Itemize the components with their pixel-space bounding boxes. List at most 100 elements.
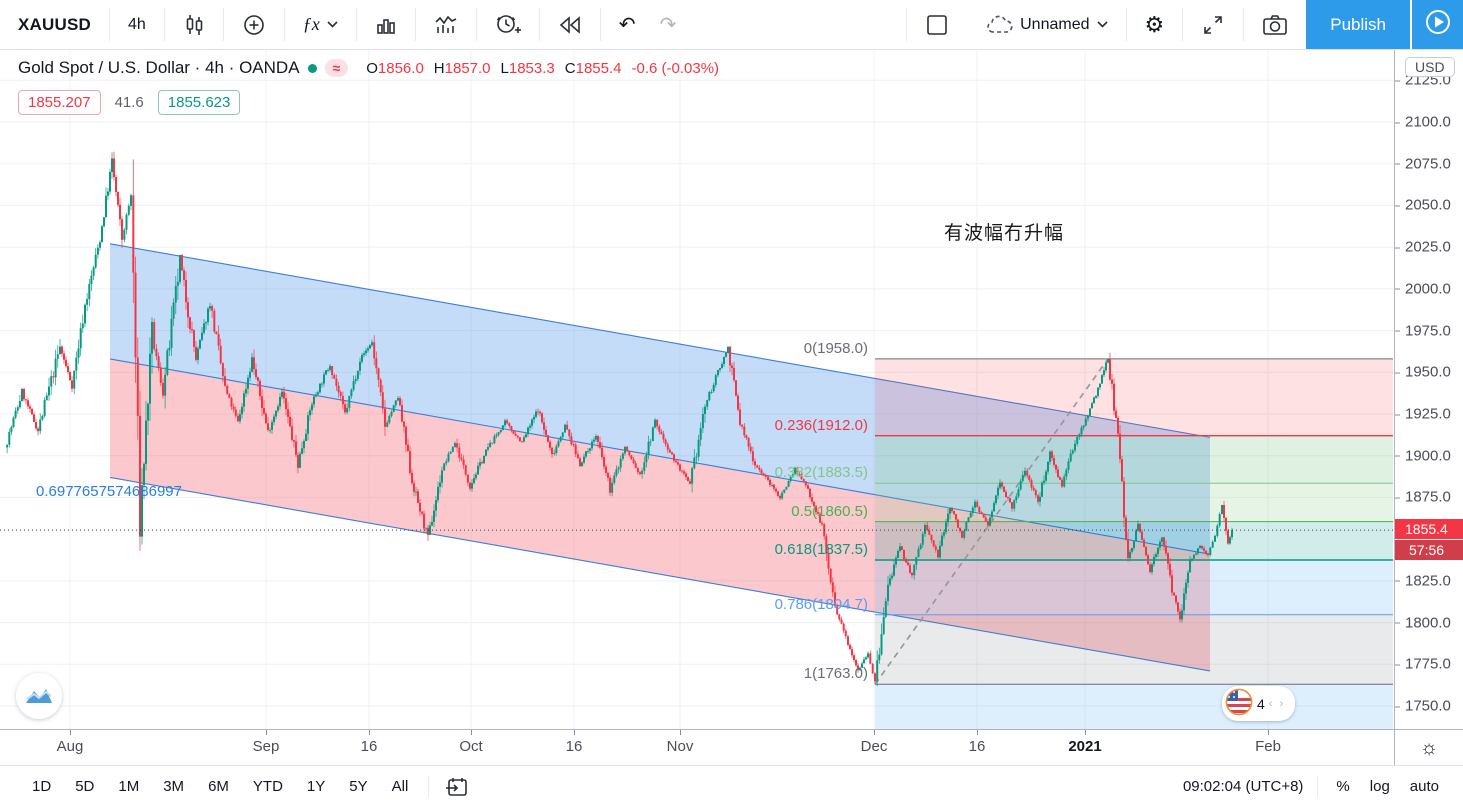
layout-select-button[interactable]: [917, 9, 957, 41]
fib-band[interactable]: [875, 614, 1393, 685]
indicators-button[interactable]: ƒx: [295, 10, 346, 39]
interval-button[interactable]: 4h: [128, 15, 146, 33]
price-tick-label: 1800.0: [1395, 614, 1463, 631]
cloud-icon: [985, 15, 1015, 35]
settings-button[interactable]: ⚙: [1137, 8, 1173, 42]
indicator-templates-button[interactable]: [367, 10, 405, 40]
fib-band[interactable]: [875, 684, 1393, 729]
event-count-label: 4: [1257, 695, 1265, 712]
fib-level-label: 0(1958.0): [803, 339, 868, 357]
time-tick-label: 16: [565, 738, 583, 755]
price-tick-label: 1975.0: [1395, 322, 1463, 339]
undo-button[interactable]: ↶: [618, 13, 636, 36]
price-tick-label: 1925.0: [1395, 406, 1463, 423]
time-tick-label: 2021: [1068, 738, 1102, 755]
sun-theme-icon: ☼: [1419, 736, 1439, 759]
alert-button[interactable]: [487, 9, 529, 41]
last-price-badge: 1855.4: [1395, 519, 1463, 540]
time-tick-mark: [266, 730, 267, 735]
ohlc-values: O1856.0 H1857.0 L1853.3 C1855.4 -0.6 (-0…: [366, 59, 720, 77]
toolbar-separator: [1182, 8, 1184, 41]
time-tick-mark: [874, 730, 875, 735]
toolbar-separator: [163, 8, 165, 41]
circle-plus-icon: [242, 13, 266, 37]
range-button-1m[interactable]: 1M: [118, 778, 140, 795]
range-button-1y[interactable]: 1Y: [306, 778, 326, 795]
clock-label[interactable]: 09:02:04 (UTC+8): [1182, 778, 1304, 795]
channel-ratio-label[interactable]: 0.6977657574686997: [36, 483, 182, 500]
channel-fill-red[interactable]: [110, 358, 1210, 671]
time-tick-mark: [369, 730, 370, 735]
exchange-logo: [16, 673, 62, 719]
range-buttons: 1D 5D 1M 3M 6M YTD 1Y 5Y All: [20, 773, 420, 800]
us-flag-icon: [1225, 688, 1253, 719]
volume-profile-button[interactable]: [426, 10, 466, 40]
toolbar-separator: [1243, 8, 1245, 41]
fib-trendline[interactable]: [874, 358, 1109, 685]
goto-date-button[interactable]: [437, 772, 477, 802]
channel-line[interactable]: [109, 476, 1211, 672]
time-tick-label: Aug: [56, 738, 84, 755]
symbol-button[interactable]: XAUUSD: [18, 14, 91, 34]
price-tick-label: 2000.0: [1395, 280, 1463, 297]
chevron-down-icon: [1096, 21, 1108, 28]
candle-bodies-down: [23, 158, 1229, 682]
snapshot-button[interactable]: [1254, 10, 1296, 40]
axis-corner[interactable]: ☼: [1394, 730, 1463, 766]
toolbar-separator: [222, 8, 224, 41]
bar-countdown-badge: 57:56: [1395, 540, 1463, 561]
range-button-6m[interactable]: 6M: [208, 778, 229, 795]
fullscreen-button[interactable]: [1193, 9, 1233, 41]
time-axis[interactable]: Aug Sep 16 Oct 16 Nov Dec 16 2021 Feb ☼: [0, 729, 1463, 766]
range-button-5y[interactable]: 5Y: [349, 778, 368, 795]
toolbar-separator: [1317, 775, 1319, 798]
publish-menu-button[interactable]: [1412, 0, 1463, 49]
redo-button[interactable]: ↷: [659, 13, 677, 36]
text-annotation[interactable]: 有波幅冇升幅: [944, 223, 1065, 244]
change-label: -0.6 (-0.03%): [631, 59, 720, 77]
range-button-ytd[interactable]: YTD: [252, 778, 283, 795]
time-tick-label: 16: [360, 738, 378, 755]
price-tick-label: 2075.0: [1395, 155, 1463, 172]
compare-button[interactable]: [234, 9, 274, 41]
fib-band[interactable]: [875, 435, 1393, 484]
auto-scale-button[interactable]: auto: [1409, 778, 1439, 795]
range-button-1d[interactable]: 1D: [32, 778, 52, 795]
volume-profile-icon: [434, 14, 458, 36]
fib-level-label: 0.618(1837.5): [774, 541, 868, 558]
chart-canvas[interactable]: [0, 50, 1394, 729]
range-button-3m[interactable]: 3M: [163, 778, 185, 795]
range-button-all[interactable]: All: [391, 778, 409, 795]
fib-level-label: 0.236(1912.0): [774, 416, 868, 434]
channel-fill-blue[interactable]: [110, 243, 1210, 555]
publish-button[interactable]: Publish: [1306, 0, 1410, 49]
fib-band[interactable]: [875, 521, 1393, 560]
chart-plot-area[interactable]: Gold Spot / U.S. Dollar · 4h · OANDA ≈ O…: [0, 50, 1394, 729]
log-scale-button[interactable]: log: [1369, 778, 1390, 795]
save-layout-button[interactable]: Unnamed: [977, 11, 1115, 39]
events-badge[interactable]: 4 ‹ ›: [1222, 686, 1296, 721]
percent-scale-button[interactable]: %: [1336, 778, 1350, 795]
chart-legend[interactable]: Gold Spot / U.S. Dollar · 4h · OANDA ≈ O…: [18, 58, 719, 78]
market-open-dot-icon: [307, 63, 317, 73]
range-button-5d[interactable]: 5D: [75, 778, 95, 795]
camera-icon: [1262, 14, 1288, 36]
time-tick-mark: [70, 730, 71, 735]
event-extra-label: ‹ ›: [1268, 697, 1286, 710]
fib-band[interactable]: [875, 483, 1393, 522]
currency-badge[interactable]: USD: [1405, 57, 1455, 77]
channel-line[interactable]: [109, 243, 1211, 438]
fib-band[interactable]: [875, 560, 1393, 615]
price-tick-label: 1825.0: [1395, 572, 1463, 589]
price-tick-label: 1950.0: [1395, 364, 1463, 381]
toolbar-separator: [355, 8, 357, 41]
replay-button[interactable]: [550, 11, 590, 39]
chart-type-button[interactable]: [175, 9, 213, 41]
bar-chart-icon: [375, 14, 397, 36]
toolbar-separator: [599, 8, 601, 41]
price-axis[interactable]: USD 2125.0 2100.0 2075.0 2050.0 2025.0 2000.0…: [1394, 50, 1463, 765]
indicator-values-row[interactable]: 1855.207 41.6 1855.623: [18, 90, 241, 115]
toolbar-separator: [906, 8, 908, 41]
fib-band[interactable]: [875, 358, 1393, 436]
